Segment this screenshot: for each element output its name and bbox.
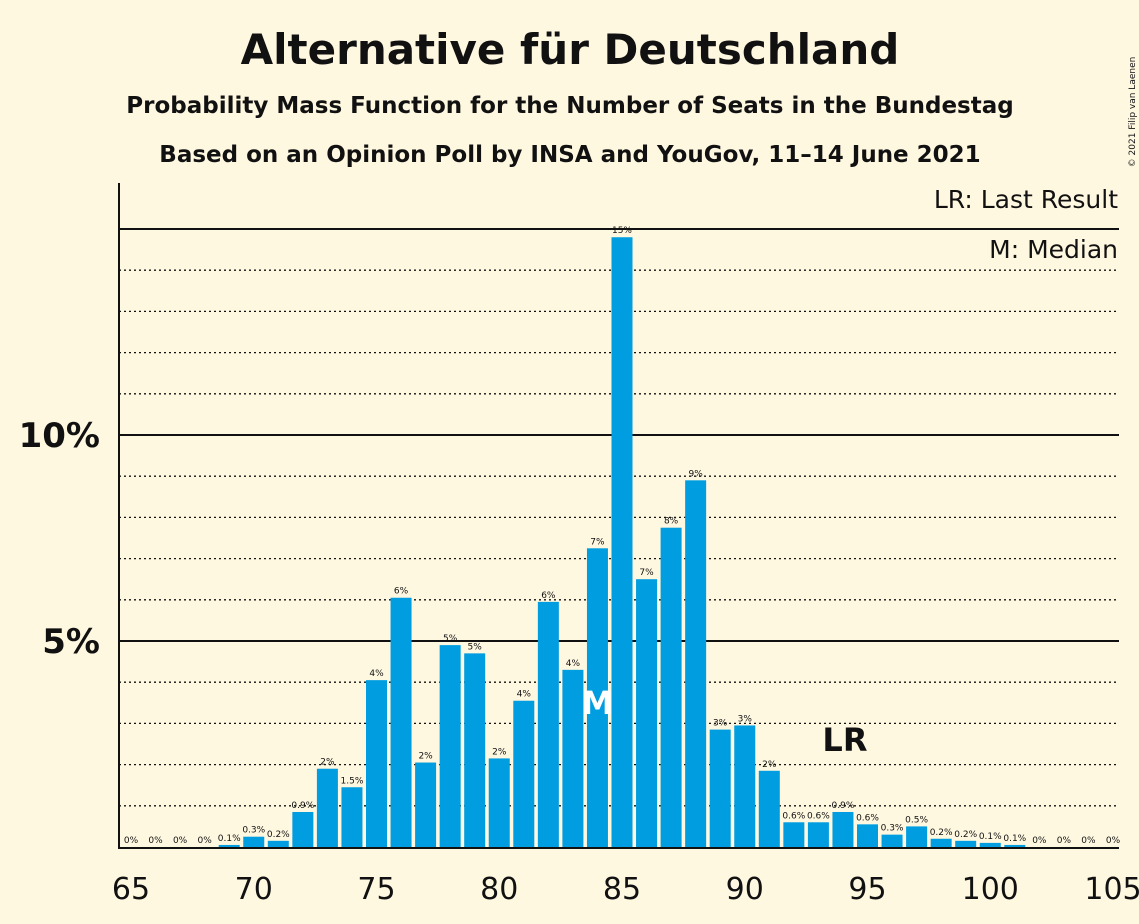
bar-value-label: 0.2% (930, 828, 953, 838)
bar (807, 822, 829, 847)
bar-value-label: 0.3% (242, 826, 265, 836)
bar-value-label: 2% (762, 760, 777, 770)
bar (316, 768, 338, 847)
bar-value-label: 6% (541, 591, 556, 601)
bar-value-label: 0.1% (979, 832, 1002, 842)
bar (857, 824, 878, 847)
bar-labels: 0% 0% 0% 0% 0.1%0.3% 0.2%0.9%2%1.5%4%6%2%5%5%… (124, 226, 1121, 846)
bar-value-label: 5% (468, 642, 483, 652)
bar-value-label: 0.2% (267, 830, 290, 840)
bar (930, 838, 952, 847)
bar (292, 811, 314, 847)
bar-value-label: 3% (738, 714, 753, 724)
bar (783, 822, 805, 847)
bar-value-label: 3% (713, 719, 728, 729)
median-marker: M (582, 684, 614, 722)
bar-value-label: 0.5% (905, 815, 928, 825)
bar-value-label: 0.6% (807, 811, 830, 821)
bar-value-label: 0% (1057, 836, 1072, 846)
bar (218, 844, 240, 847)
bar-value-label: 0% (124, 836, 139, 846)
bar-value-label: 0% (198, 836, 213, 846)
bar (906, 826, 928, 847)
bar-value-label: 0.3% (881, 824, 904, 834)
y-tick-label: 5% (42, 622, 100, 662)
x-tick-label: 75 (357, 872, 395, 907)
bar-value-label: 0.1% (218, 834, 241, 844)
y-ticks: 5% 10% (19, 416, 100, 662)
bar-value-label: 0.6% (782, 811, 805, 821)
chart-subtitle-1: Probability Mass Function for the Number… (126, 93, 1013, 119)
chart-subtitle-2: Based on an Opinion Poll by INSA and You… (159, 142, 980, 168)
bar-value-label: 0% (173, 836, 188, 846)
bar (758, 770, 780, 847)
bar-value-label: 4% (566, 659, 581, 669)
bar-value-label: 0.2% (954, 830, 977, 840)
bar (537, 601, 559, 847)
bar (832, 811, 854, 847)
bar-value-label: 6% (394, 587, 409, 597)
bar-value-label: 1.5% (341, 776, 364, 786)
y-tick-label: 10% (19, 416, 100, 456)
x-tick-label: 100 (962, 872, 1019, 907)
bar-value-label: 4% (369, 669, 384, 679)
bar (881, 834, 903, 847)
bar (267, 840, 289, 847)
bar (562, 669, 584, 847)
bar-value-label: 0% (1081, 836, 1096, 846)
bar-value-label: 0.9% (291, 801, 314, 811)
bar-value-label: 7% (590, 537, 605, 547)
bar (366, 680, 387, 847)
legend-last-result: LR: Last Result (934, 185, 1118, 214)
bar (611, 237, 633, 848)
copyright-note: © 2021 Filip van Laenen (1128, 57, 1138, 168)
bar (513, 700, 535, 847)
bar (390, 597, 412, 847)
bar-value-label: 8% (664, 517, 679, 527)
bar-value-label: 0% (1032, 836, 1047, 846)
last-result-marker: LR (822, 721, 867, 759)
bar (586, 548, 608, 847)
bar (636, 579, 658, 847)
bar (415, 762, 437, 847)
bars (218, 237, 1026, 848)
bar (685, 480, 707, 847)
bar-value-label: 0.1% (1003, 834, 1026, 844)
bar-value-label: 0% (148, 836, 163, 846)
x-tick-label: 95 (848, 872, 886, 907)
bar (341, 787, 363, 847)
bar (488, 758, 510, 847)
chart-title: Alternative für Deutschland (241, 25, 900, 74)
x-tick-label: 105 (1084, 872, 1139, 907)
x-ticks: 65 70 75 80 85 90 95 100 105 (112, 872, 1139, 907)
bar-value-label: 2% (492, 747, 507, 757)
x-tick-label: 90 (726, 872, 764, 907)
bar-value-label: 0% (1106, 836, 1121, 846)
bar (709, 729, 731, 847)
bar (464, 653, 486, 847)
bar-value-label: 0.6% (856, 813, 879, 823)
x-tick-label: 65 (112, 872, 150, 907)
bar (979, 842, 1001, 847)
bar (439, 645, 461, 847)
bar-value-label: 9% (689, 469, 704, 479)
bar-value-label: 2% (320, 758, 335, 768)
bar-value-label: 4% (517, 690, 532, 700)
bar-value-label: 2% (418, 752, 433, 762)
bar (660, 527, 682, 847)
bar (1004, 844, 1026, 847)
bar-value-label: 5% (443, 634, 458, 644)
bar (955, 840, 977, 847)
bar-value-label: 0.9% (832, 801, 855, 811)
bar-value-label: 7% (639, 568, 654, 578)
bar (734, 725, 756, 847)
bar-value-label: 15% (612, 226, 632, 236)
bar (243, 836, 265, 847)
x-tick-label: 80 (480, 872, 518, 907)
legend-median: M: Median (989, 235, 1118, 264)
x-tick-label: 70 (235, 872, 273, 907)
x-tick-label: 85 (603, 872, 641, 907)
